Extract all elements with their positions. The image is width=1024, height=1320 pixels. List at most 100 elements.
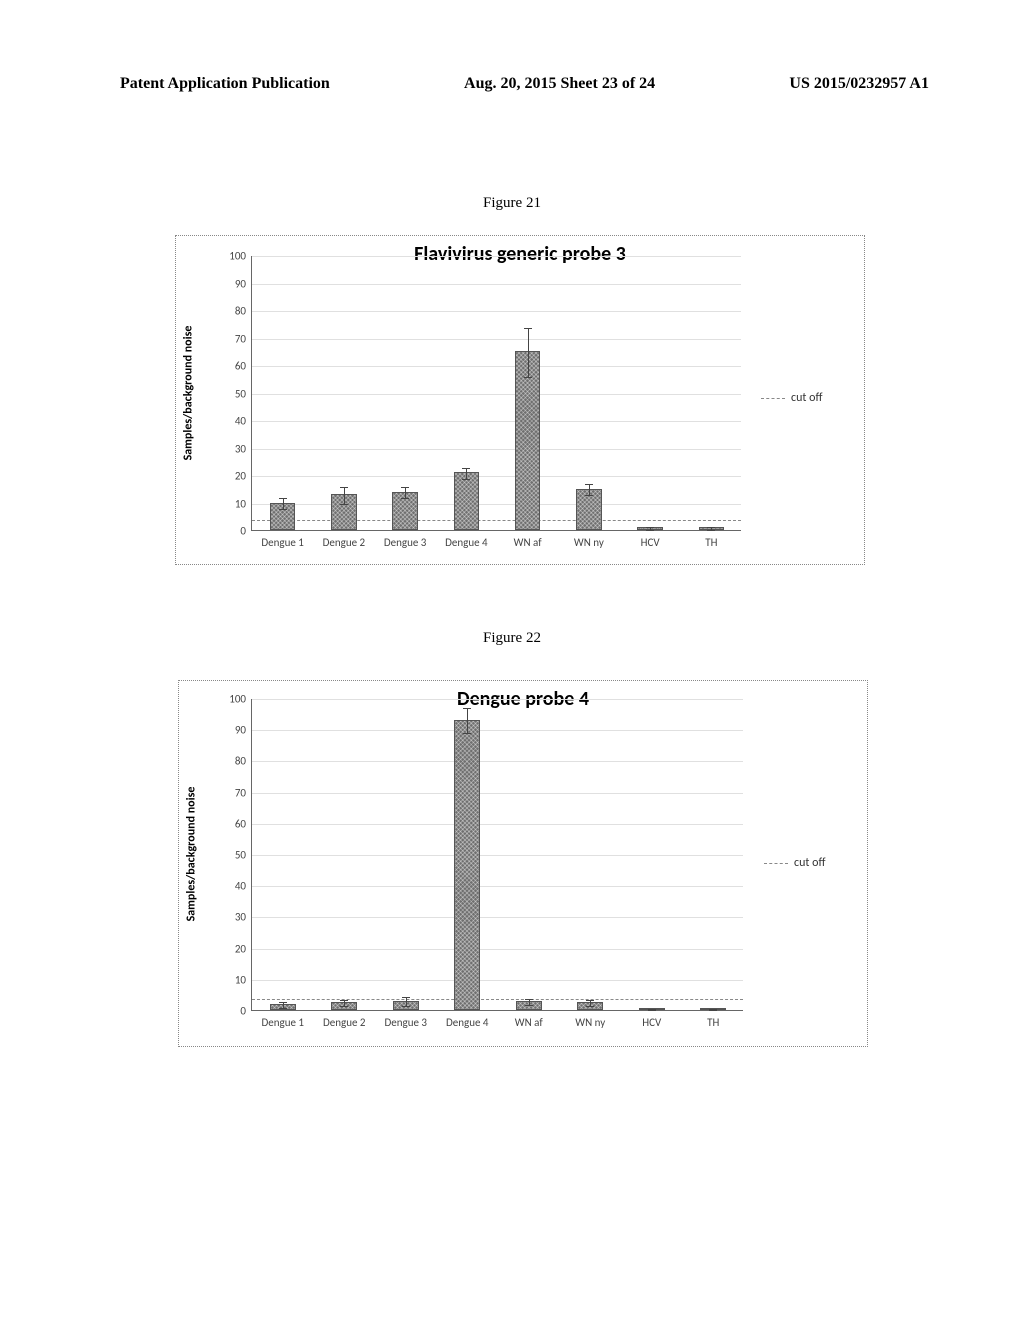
error-cap: [707, 527, 715, 528]
error-cap: [709, 1009, 717, 1010]
gridline: [252, 449, 741, 450]
legend-label: cut off: [791, 391, 822, 405]
chart-dengue-probe4: Dengue probe 4 Samples/background noise …: [178, 680, 868, 1047]
x-tick-label: Dengue 4: [446, 1016, 489, 1029]
y-tick-label: 70: [235, 786, 246, 799]
error-bar: [589, 484, 590, 495]
error-cap: [279, 1008, 287, 1009]
gridline: [252, 824, 743, 825]
error-cap: [524, 377, 532, 378]
y-tick-label: 0: [240, 1005, 246, 1018]
error-bar: [344, 487, 345, 504]
gridline: [252, 284, 741, 285]
error-cap: [646, 530, 654, 531]
error-cap: [648, 1010, 656, 1011]
bar: [515, 351, 541, 530]
error-bar: [528, 328, 529, 378]
error-cap: [648, 1009, 656, 1010]
bar: [454, 720, 480, 1010]
y-tick-label: 40: [235, 880, 246, 893]
y-tick-label: 60: [235, 817, 246, 830]
error-cap: [586, 1006, 594, 1007]
gridline: [252, 917, 743, 918]
error-cap: [585, 495, 593, 496]
error-bar: [466, 468, 467, 479]
x-tick-label: HCV: [641, 536, 660, 549]
gridline: [252, 730, 743, 731]
legend-swatch-icon: [761, 398, 785, 399]
page-header: Patent Application Publication Aug. 20, …: [120, 75, 929, 93]
error-cap: [279, 509, 287, 510]
error-cap: [401, 487, 409, 488]
cutoff-line: [252, 999, 743, 1000]
x-tick-label: Dengue 2: [323, 1016, 366, 1029]
error-bar: [406, 997, 407, 1006]
error-cap: [646, 527, 654, 528]
error-cap: [340, 504, 348, 505]
y-tick-label: 100: [229, 693, 246, 706]
error-bar: [405, 487, 406, 498]
y-tick-label: 60: [235, 360, 246, 373]
error-cap: [402, 997, 410, 998]
error-cap: [340, 487, 348, 488]
error-cap: [279, 1002, 287, 1003]
gridline: [252, 886, 743, 887]
plot-area: 0102030405060708090100Dengue 1Dengue 2De…: [251, 699, 743, 1011]
error-cap: [524, 328, 532, 329]
error-cap: [462, 468, 470, 469]
gridline: [252, 699, 743, 700]
gridline: [252, 476, 741, 477]
y-tick-label: 50: [235, 849, 246, 862]
y-tick-label: 20: [235, 470, 246, 483]
y-tick-label: 50: [235, 387, 246, 400]
error-bar: [283, 498, 284, 509]
gridline: [252, 339, 741, 340]
x-tick-label: HCV: [642, 1016, 661, 1029]
error-cap: [709, 1010, 717, 1011]
plot-area: 0102030405060708090100Dengue 1Dengue 2De…: [251, 256, 741, 531]
y-tick-label: 10: [235, 497, 246, 510]
x-tick-label: Dengue 1: [261, 1016, 304, 1029]
error-bar: [467, 708, 468, 733]
bar: [454, 472, 480, 530]
x-tick-label: TH: [705, 536, 717, 549]
y-tick-label: 80: [235, 755, 246, 768]
legend-swatch-icon: [764, 863, 788, 864]
x-tick-label: Dengue 2: [323, 536, 366, 549]
y-tick-label: 20: [235, 942, 246, 955]
gridline: [252, 980, 743, 981]
x-tick-label: WN ny: [575, 1016, 605, 1029]
error-cap: [707, 530, 715, 531]
gridline: [252, 793, 743, 794]
y-tick-label: 10: [235, 973, 246, 986]
error-cap: [585, 484, 593, 485]
y-tick-label: 0: [240, 525, 246, 538]
cutoff-line: [252, 520, 741, 521]
y-axis-label: Samples/background noise: [181, 325, 195, 460]
error-cap: [525, 999, 533, 1000]
y-tick-label: 80: [235, 305, 246, 318]
x-tick-label: WN af: [515, 1016, 543, 1029]
error-cap: [340, 1006, 348, 1007]
x-tick-label: WN af: [514, 536, 542, 549]
x-tick-label: Dengue 3: [384, 1016, 427, 1029]
y-tick-label: 90: [235, 724, 246, 737]
y-tick-label: 100: [229, 250, 246, 263]
header-center: Aug. 20, 2015 Sheet 23 of 24: [464, 75, 655, 93]
y-tick-label: 70: [235, 332, 246, 345]
error-cap: [340, 1000, 348, 1001]
error-cap: [401, 498, 409, 499]
y-tick-label: 40: [235, 415, 246, 428]
gridline: [252, 366, 741, 367]
gridline: [252, 421, 741, 422]
chart-flavivirus-probe3: Flavivirus generic probe 3 Samples/backg…: [175, 235, 865, 565]
legend-cutoff: cut off: [761, 391, 822, 405]
x-tick-label: Dengue 3: [384, 536, 427, 549]
figure-caption-22: Figure 22: [483, 630, 541, 647]
y-tick-label: 30: [235, 442, 246, 455]
error-cap: [525, 1005, 533, 1006]
gridline: [252, 256, 741, 257]
gridline: [252, 761, 743, 762]
x-tick-label: Dengue 4: [445, 536, 488, 549]
gridline: [252, 504, 741, 505]
